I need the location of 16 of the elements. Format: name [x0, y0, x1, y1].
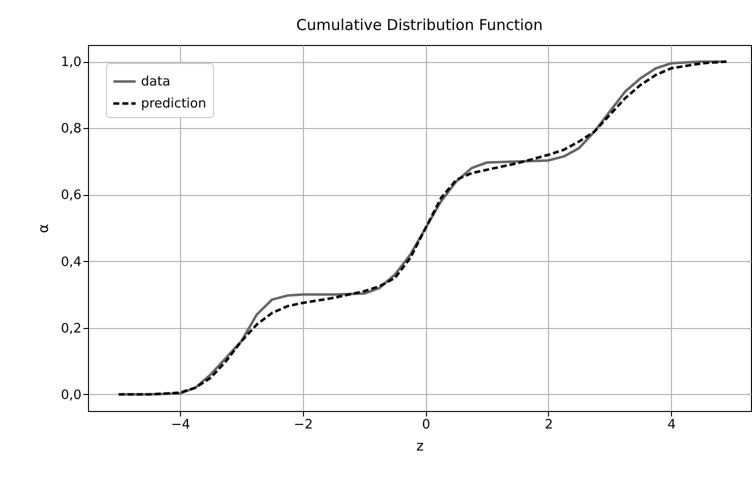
y-tick-label: 0,0: [60, 388, 82, 403]
x-tick-label: 2: [544, 418, 554, 432]
legend-label: prediction: [141, 96, 206, 112]
x-tick-label: 4: [668, 418, 676, 432]
x-tick-label: −2: [294, 418, 313, 432]
y-tick-label: 1,0: [60, 55, 82, 70]
y-tick-label: 0,4: [60, 254, 82, 270]
y-tick-label: 0,2: [60, 321, 82, 336]
x-tick-label: −4: [170, 418, 190, 432]
x-tick-label: 0: [422, 418, 430, 432]
y-axis-title: α: [36, 224, 52, 234]
legend-label: data: [141, 74, 170, 90]
y-tick-label: 0,6: [60, 188, 82, 204]
chart-title: Cumulative Distribution Function: [296, 16, 543, 34]
y-tick-label: 0,8: [60, 122, 82, 137]
x-axis-title: z: [416, 438, 424, 454]
